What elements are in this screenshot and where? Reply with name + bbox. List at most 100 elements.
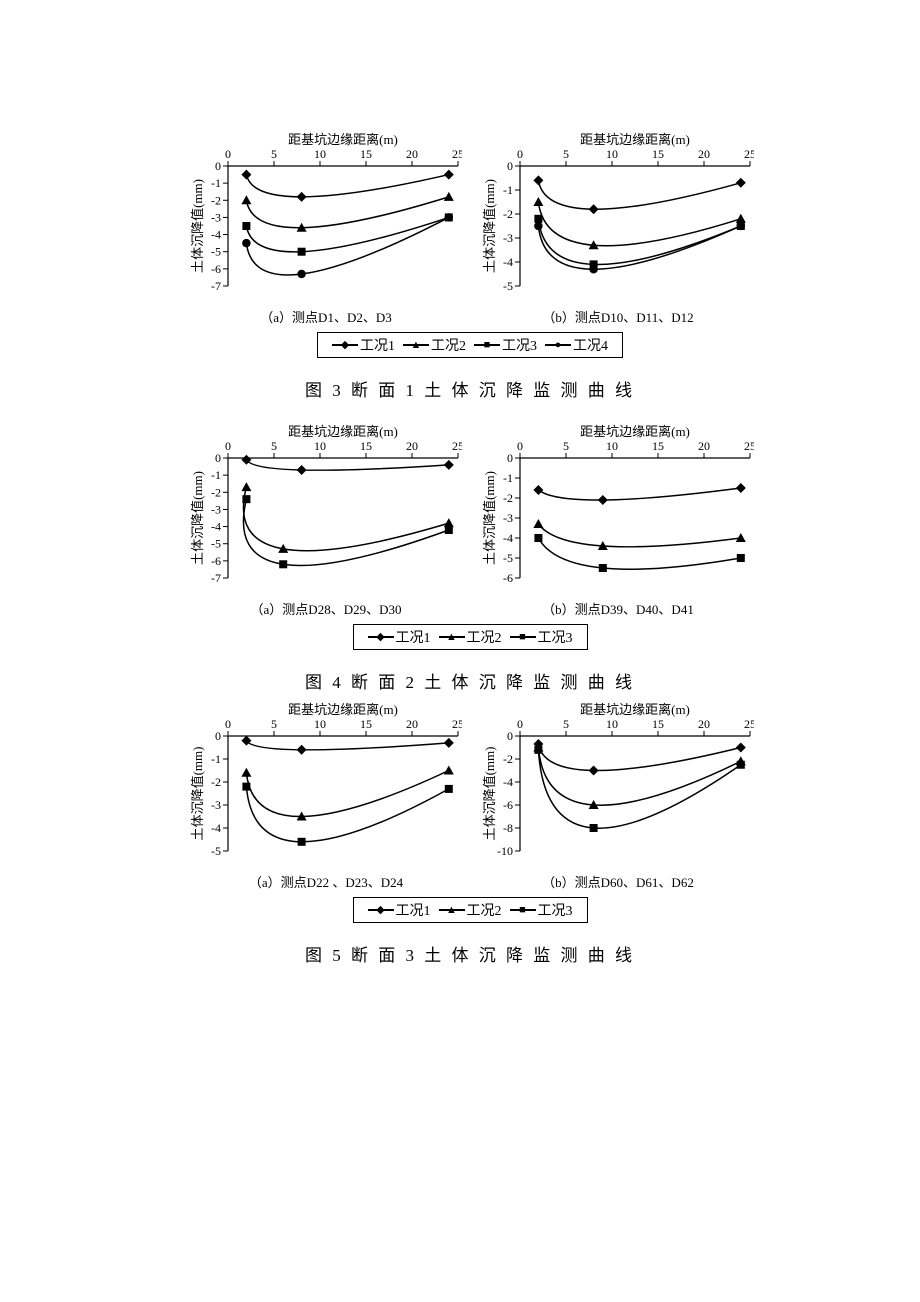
sub-caption: （a）测点D1、D2、D3: [190, 307, 462, 326]
legend-label: 工况3: [538, 627, 573, 647]
legend-label: 工况2: [467, 627, 502, 647]
svg-text:0: 0: [225, 717, 231, 731]
svg-text:土体沉降值(mm): 土体沉降值(mm): [190, 471, 205, 565]
svg-text:5: 5: [563, 717, 569, 731]
chart-fig5a: 0510152025距基坑边缘距离(m)0-1-2-3-4-5土体沉降值(mm)…: [190, 700, 462, 891]
svg-text:15: 15: [360, 147, 372, 161]
legend-item-c3: ■工况3: [510, 627, 573, 647]
legend-label: 工况1: [360, 335, 395, 355]
svg-text:土体沉降值(mm): 土体沉降值(mm): [482, 471, 497, 565]
svg-text:距基坑边缘距离(m): 距基坑边缘距离(m): [288, 702, 398, 717]
chart-fig4b: 0510152025距基坑边缘距离(m)0-1-2-3-4-5-6土体沉降值(m…: [482, 422, 754, 618]
svg-text:0: 0: [517, 439, 523, 453]
legend-item-c1: ◆工况1: [332, 335, 395, 355]
legend-fig5: ◆工况1▲工况2■工况3: [353, 897, 588, 923]
svg-text:-6: -6: [211, 262, 221, 276]
svg-text:-4: -4: [503, 531, 513, 545]
svg-text:-6: -6: [503, 798, 513, 812]
svg-text:土体沉降值(mm): 土体沉降值(mm): [482, 179, 497, 273]
figure-3: 0 5 10 15 20 25 距基坑边缘距离(m) 0 -1 -2 -3 -4 -5 -6 -7 土体沉降值…: [190, 130, 750, 401]
svg-text:-5: -5: [211, 844, 221, 858]
svg-text:15: 15: [652, 717, 664, 731]
chart-fig3b: 0510152025距基坑边缘距离(m)0-1-2-3-4-5土体沉降值(mm)…: [482, 130, 754, 326]
legend-item-c2: ▲工况2: [439, 900, 502, 920]
svg-text:0: 0: [507, 451, 513, 465]
svg-text:0: 0: [215, 159, 221, 173]
sub-caption: （b）测点D39、D40、D41: [482, 599, 754, 618]
svg-text:5: 5: [271, 147, 277, 161]
svg-text:0: 0: [215, 451, 221, 465]
figure-4: 0510152025距基坑边缘距离(m)0-1-2-3-4-5-6-7土体沉降值…: [190, 422, 750, 693]
svg-text:15: 15: [360, 717, 372, 731]
svg-text:距基坑边缘距离(m): 距基坑边缘距离(m): [580, 702, 690, 717]
sub-caption: （b）测点D60、D61、D62: [482, 872, 754, 891]
page: 0 5 10 15 20 25 距基坑边缘距离(m) 0 -1 -2 -3 -4 -5 -6 -7 土体沉降值…: [0, 0, 920, 1302]
svg-text:10: 10: [606, 717, 618, 731]
svg-text:0: 0: [225, 439, 231, 453]
svg-text:-3: -3: [503, 231, 513, 245]
sub-caption: （a）测点D22 、D23、D24: [190, 872, 462, 891]
svg-text:-1: -1: [503, 471, 513, 485]
legend-item-c4: ●工况4: [545, 335, 608, 355]
svg-text:距基坑边缘距离(m): 距基坑边缘距离(m): [580, 132, 690, 147]
legend-label: 工况2: [431, 335, 466, 355]
svg-text:-4: -4: [503, 775, 513, 789]
svg-text:0: 0: [215, 729, 221, 743]
legend-label: 工况3: [502, 335, 537, 355]
svg-text:15: 15: [652, 439, 664, 453]
svg-text:-3: -3: [211, 502, 221, 516]
svg-text:-5: -5: [503, 551, 513, 565]
svg-text:-2: -2: [503, 207, 513, 221]
svg-text:5: 5: [271, 439, 277, 453]
legend-label: 工况1: [396, 627, 431, 647]
legend-label: 工况3: [538, 900, 573, 920]
legend-label: 工况1: [396, 900, 431, 920]
svg-text:20: 20: [698, 717, 710, 731]
svg-text:土体沉降值(mm): 土体沉降值(mm): [190, 179, 205, 273]
svg-text:25: 25: [452, 147, 462, 161]
svg-text:-10: -10: [497, 844, 513, 858]
svg-text:5: 5: [563, 147, 569, 161]
svg-text:25: 25: [452, 439, 462, 453]
svg-text:-1: -1: [211, 176, 221, 190]
svg-text:-3: -3: [503, 511, 513, 525]
svg-text:-5: -5: [211, 537, 221, 551]
svg-text:-2: -2: [211, 193, 221, 207]
svg-text:20: 20: [406, 717, 418, 731]
svg-text:距基坑边缘距离(m): 距基坑边缘距离(m): [288, 132, 398, 147]
svg-text:-4: -4: [211, 821, 221, 835]
svg-text:15: 15: [360, 439, 372, 453]
legend-item-c3: ■工况3: [474, 335, 537, 355]
svg-text:-4: -4: [211, 228, 221, 242]
svg-text:距基坑边缘距离(m): 距基坑边缘距离(m): [580, 424, 690, 439]
legend-item-c2: ▲工况2: [439, 627, 502, 647]
svg-text:20: 20: [406, 147, 418, 161]
svg-text:-7: -7: [211, 571, 221, 585]
svg-text:15: 15: [652, 147, 664, 161]
svg-text:10: 10: [606, 439, 618, 453]
svg-text:10: 10: [314, 717, 326, 731]
chart-fig4a: 0510152025距基坑边缘距离(m)0-1-2-3-4-5-6-7土体沉降值…: [190, 422, 462, 618]
svg-text:25: 25: [452, 717, 462, 731]
svg-text:0: 0: [507, 159, 513, 173]
svg-text:-1: -1: [211, 468, 221, 482]
chart-fig3a: 0510152025距基坑边缘距离(m)0-1-2-3-4-5-6-7土体沉降值…: [190, 130, 462, 326]
caption-fig3: 图 3 断 面 1 土 体 沉 降 监 测 曲 线: [190, 376, 750, 401]
figure-5: 0510152025距基坑边缘距离(m)0-1-2-3-4-5土体沉降值(mm)…: [190, 700, 750, 966]
svg-text:-4: -4: [211, 520, 221, 534]
legend-item-c2: ▲工况2: [403, 335, 466, 355]
svg-text:-2: -2: [211, 485, 221, 499]
caption-fig5: 图 5 断 面 3 土 体 沉 降 监 测 曲 线: [190, 941, 750, 966]
svg-text:-4: -4: [503, 255, 513, 269]
svg-text:土体沉降值(mm): 土体沉降值(mm): [482, 747, 497, 841]
legend-label: 工况2: [467, 900, 502, 920]
svg-text:-7: -7: [211, 279, 221, 293]
legend-item-c1: ◆工况1: [368, 627, 431, 647]
svg-text:-5: -5: [503, 279, 513, 293]
svg-text:10: 10: [606, 147, 618, 161]
svg-text:0: 0: [517, 147, 523, 161]
svg-text:-2: -2: [503, 491, 513, 505]
svg-text:25: 25: [744, 717, 754, 731]
svg-text:-5: -5: [211, 245, 221, 259]
svg-text:-1: -1: [503, 183, 513, 197]
